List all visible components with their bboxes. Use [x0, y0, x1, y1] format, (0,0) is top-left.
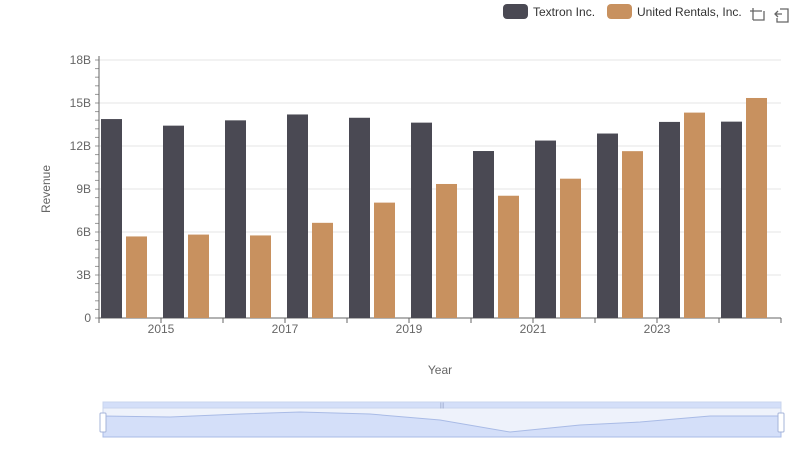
bar-united-rentals[interactable]	[374, 202, 395, 318]
x-tick-label: 2021	[520, 322, 547, 336]
y-tick-label: 3B	[76, 268, 91, 282]
y-tick-label: 12B	[70, 139, 91, 153]
x-tick-label: 2017	[272, 322, 299, 336]
restore-icon[interactable]	[774, 8, 789, 23]
legend-swatch[interactable]	[607, 4, 632, 19]
bar-textron[interactable]	[659, 121, 680, 318]
data-zoom-preview-area	[102, 411, 782, 438]
y-tick-label: 15B	[70, 96, 91, 110]
legend-label[interactable]: United Rentals, Inc.	[637, 5, 742, 19]
axes: 0 3B 6B 9B 12B 15B 18B 2015 2017 2019 2021 2023	[70, 53, 782, 336]
bar-united-rentals[interactable]	[188, 234, 209, 318]
bar-textron[interactable]	[225, 120, 246, 319]
legend: Textron Inc. United Rentals, Inc.	[503, 4, 742, 19]
y-tick-label: 18B	[70, 53, 91, 67]
bar-united-rentals[interactable]	[250, 235, 271, 318]
bar-textron[interactable]	[411, 122, 432, 319]
x-axis-title: Year	[428, 363, 452, 377]
data-zoom-grip-icon[interactable]: |||	[440, 403, 445, 409]
bar-united-rentals[interactable]	[498, 195, 519, 318]
bar-textron[interactable]	[721, 121, 742, 318]
bar-textron[interactable]	[101, 119, 122, 318]
bar-united-rentals[interactable]	[746, 97, 767, 318]
bar-united-rentals[interactable]	[622, 151, 643, 318]
zoom-area-icon[interactable]	[750, 8, 765, 21]
x-tick-label: 2023	[644, 322, 671, 336]
y-axis-title: Revenue	[39, 165, 53, 213]
bar-united-rentals[interactable]	[560, 178, 581, 318]
data-zoom-handle-right[interactable]	[777, 412, 785, 433]
y-tick-label: 6B	[76, 225, 91, 239]
data-zoom-handle-left[interactable]	[99, 412, 107, 433]
bar-textron[interactable]	[349, 117, 370, 318]
bar-united-rentals[interactable]	[126, 236, 147, 318]
bar-united-rentals[interactable]	[684, 112, 705, 318]
toolbar	[750, 8, 789, 23]
y-tick-label: 0	[84, 311, 91, 325]
legend-swatch[interactable]	[503, 4, 528, 19]
y-tick-label: 9B	[76, 182, 91, 196]
bar-united-rentals[interactable]	[436, 183, 457, 318]
legend-label[interactable]: Textron Inc.	[533, 5, 595, 19]
bar-textron[interactable]	[535, 140, 556, 318]
x-tick-label: 2015	[148, 322, 175, 336]
data-zoom-slider[interactable]: |||	[99, 401, 785, 438]
bar-united-rentals[interactable]	[312, 222, 333, 318]
bars	[101, 97, 767, 319]
x-tick-label: 2019	[396, 322, 423, 336]
bar-textron[interactable]	[473, 151, 494, 318]
data-zoom-top-bar[interactable]	[102, 401, 782, 409]
bar-textron[interactable]	[163, 125, 184, 318]
bar-textron[interactable]	[287, 114, 308, 318]
bar-textron[interactable]	[597, 133, 618, 318]
